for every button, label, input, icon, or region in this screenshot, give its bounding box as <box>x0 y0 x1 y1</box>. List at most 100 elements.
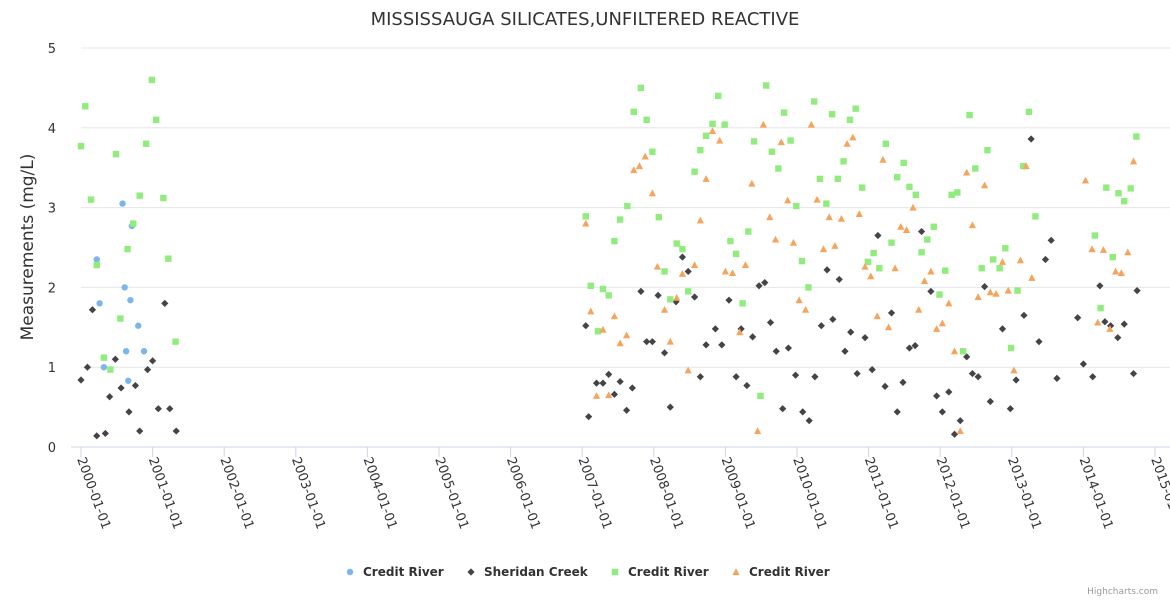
data-point[interactable] <box>143 365 152 374</box>
data-point[interactable] <box>696 373 704 381</box>
data-point[interactable] <box>1006 405 1014 413</box>
data-point[interactable] <box>1047 236 1055 244</box>
data-point[interactable] <box>1088 245 1096 253</box>
data-point[interactable] <box>100 354 108 361</box>
data-point[interactable] <box>691 168 698 175</box>
data-point[interactable] <box>1007 344 1015 352</box>
data-point[interactable] <box>1041 255 1050 264</box>
data-point[interactable] <box>811 373 819 381</box>
data-point[interactable] <box>950 430 959 438</box>
data-point[interactable] <box>813 195 821 203</box>
data-point[interactable] <box>1121 198 1128 205</box>
data-point[interactable] <box>984 146 991 154</box>
data-point[interactable] <box>166 405 174 413</box>
data-point[interactable] <box>708 127 717 134</box>
data-point[interactable] <box>799 408 807 416</box>
data-point[interactable] <box>968 221 977 229</box>
data-point[interactable] <box>805 417 813 425</box>
data-point[interactable] <box>691 293 699 301</box>
data-point[interactable] <box>968 369 977 378</box>
data-point[interactable] <box>823 266 831 274</box>
data-point[interactable] <box>635 162 644 170</box>
data-point[interactable] <box>1114 334 1122 342</box>
data-point[interactable] <box>996 265 1003 272</box>
data-point[interactable] <box>974 373 982 381</box>
data-point[interactable] <box>846 116 854 124</box>
data-point[interactable] <box>592 379 601 387</box>
data-point[interactable] <box>127 296 134 304</box>
data-point[interactable] <box>107 366 114 373</box>
data-point[interactable] <box>630 166 638 174</box>
data-point[interactable] <box>915 305 923 313</box>
data-point[interactable] <box>739 300 746 307</box>
data-point[interactable] <box>1101 318 1109 326</box>
data-point[interactable] <box>672 298 680 306</box>
data-point[interactable] <box>948 191 955 199</box>
data-point[interactable] <box>807 120 815 128</box>
data-point[interactable] <box>945 388 953 396</box>
data-point[interactable] <box>989 256 997 263</box>
data-point[interactable] <box>1129 369 1138 378</box>
data-point[interactable] <box>131 381 140 390</box>
data-point[interactable] <box>93 256 100 263</box>
data-point[interactable] <box>666 403 674 411</box>
data-point[interactable] <box>950 347 959 355</box>
data-point[interactable] <box>136 192 143 199</box>
data-point[interactable] <box>1020 162 1027 170</box>
data-point[interactable] <box>648 338 656 346</box>
data-point[interactable] <box>956 417 964 425</box>
data-point[interactable] <box>849 133 857 141</box>
data-point[interactable] <box>1014 287 1021 294</box>
data-point[interactable] <box>1097 304 1104 312</box>
data-point[interactable] <box>1091 232 1099 239</box>
data-point[interactable] <box>88 306 97 314</box>
data-point[interactable] <box>83 363 92 371</box>
data-point[interactable] <box>1002 245 1009 252</box>
data-point[interactable] <box>610 312 619 320</box>
data-point[interactable] <box>938 319 946 327</box>
data-point[interactable] <box>777 138 785 146</box>
data-point[interactable] <box>587 282 594 290</box>
data-point[interactable] <box>780 109 788 116</box>
data-point[interactable] <box>142 140 150 147</box>
data-point[interactable] <box>77 376 85 384</box>
data-point[interactable] <box>873 312 881 320</box>
data-point[interactable] <box>643 338 651 346</box>
data-point[interactable] <box>1094 318 1102 326</box>
data-point[interactable] <box>135 322 142 329</box>
data-point[interactable] <box>1010 366 1018 374</box>
data-point[interactable] <box>599 325 607 333</box>
data-point[interactable] <box>864 258 872 266</box>
data-point[interactable] <box>1099 246 1108 253</box>
data-point[interactable] <box>1022 162 1030 170</box>
data-point[interactable] <box>709 120 716 128</box>
data-point[interactable] <box>152 116 160 124</box>
data-point[interactable] <box>622 406 631 414</box>
data-point[interactable] <box>624 202 631 210</box>
data-point[interactable] <box>888 239 895 246</box>
data-point[interactable] <box>715 92 722 100</box>
data-point[interactable] <box>819 245 828 253</box>
data-point[interactable] <box>882 140 889 147</box>
data-point[interactable] <box>924 236 931 243</box>
data-point[interactable] <box>721 121 728 128</box>
data-point[interactable] <box>1120 320 1128 328</box>
data-point[interactable] <box>897 222 905 230</box>
data-point[interactable] <box>711 325 719 333</box>
data-point[interactable] <box>605 370 613 378</box>
data-point[interactable] <box>998 258 1007 265</box>
data-point[interactable] <box>933 392 941 400</box>
data-point[interactable] <box>637 287 645 295</box>
data-point[interactable] <box>1115 190 1122 197</box>
data-point[interactable] <box>874 231 882 240</box>
data-point[interactable] <box>628 384 636 392</box>
data-point[interactable] <box>605 391 613 399</box>
data-point[interactable] <box>1027 135 1035 143</box>
data-point[interactable] <box>861 262 869 270</box>
data-point[interactable] <box>160 194 167 202</box>
data-point[interactable] <box>834 175 842 183</box>
data-point[interactable] <box>784 344 793 352</box>
legend-item[interactable]: Sheridan Creek <box>467 565 589 579</box>
data-point[interactable] <box>582 213 589 220</box>
data-point[interactable] <box>728 269 737 277</box>
